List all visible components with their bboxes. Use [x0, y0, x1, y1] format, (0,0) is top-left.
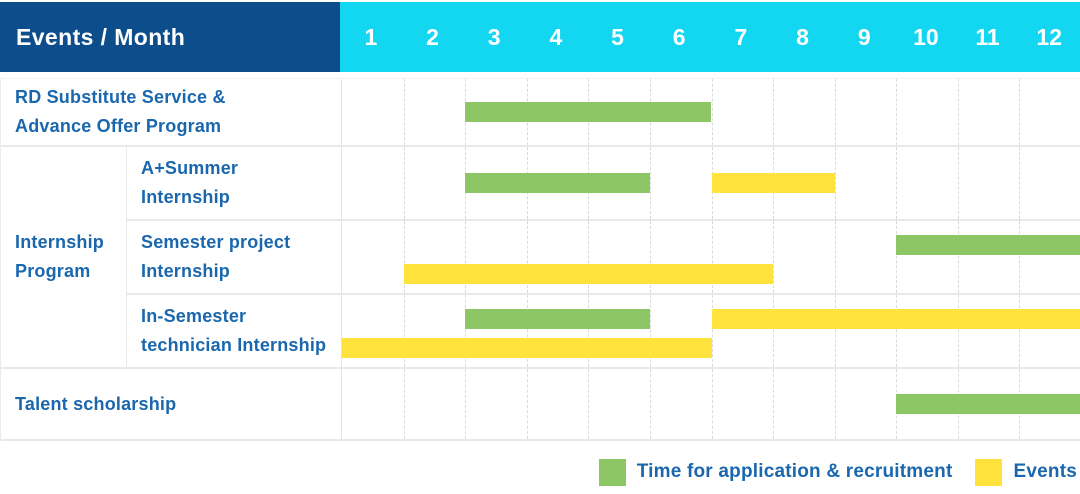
- month-header-8: 8: [796, 23, 809, 50]
- month-header-1: 1: [364, 23, 378, 50]
- gantt-bar-green: [465, 309, 650, 329]
- month-gridline: [773, 295, 775, 367]
- legend-label-events: Events: [1013, 461, 1077, 482]
- month-gridline: [403, 221, 405, 293]
- month-gridline: [1019, 147, 1021, 219]
- month-gridline: [1019, 221, 1021, 293]
- month-gridline: [834, 295, 836, 367]
- month-gridline: [649, 295, 651, 367]
- row-label-semester-project-internship: Semester project Internship: [126, 221, 341, 295]
- month-gridline: [896, 147, 898, 219]
- gantt-bar-yellow: [711, 173, 835, 193]
- month-gridline: [465, 221, 467, 293]
- row-chart-a-plus-summer-internship: [341, 147, 1080, 221]
- month-gridline: [588, 369, 590, 439]
- row-label-talent-scholarship: Talent scholarship: [1, 369, 341, 441]
- month-gridline: [711, 369, 713, 439]
- month-gridline: [896, 79, 898, 145]
- legend-swatch-green: [598, 458, 626, 486]
- month-header-5: 5: [611, 23, 624, 50]
- row-chart-talent-scholarship: [341, 369, 1080, 441]
- row-label-in-semester-technician-internship: In-Semester technician Internship: [126, 295, 341, 369]
- legend-item-events: Events: [975, 458, 1077, 486]
- month-header-row: 1 2 3 4 5 6 7 8 9 10 11 12: [340, 2, 1080, 72]
- month-header-9: 9: [857, 23, 871, 50]
- legend-label-application: Time for application & recruitment: [636, 461, 953, 482]
- legend-swatch-yellow: [975, 458, 1003, 486]
- row-chart-in-semester-technician-internship: [341, 295, 1080, 369]
- row-chart-semester-project-internship: [341, 221, 1080, 295]
- header-title-cell: Events / Month: [0, 2, 340, 72]
- month-gridline: [834, 79, 836, 145]
- gantt-bar-green: [465, 173, 650, 193]
- month-gridline: [957, 295, 959, 367]
- month-gridline: [403, 79, 405, 145]
- month-gridline: [711, 295, 713, 367]
- month-gridline: [773, 221, 775, 293]
- month-header-3: 3: [487, 23, 501, 50]
- table-header: Events / Month 1 2 3 4 5 6 7 8 9 10 11 1…: [0, 2, 1080, 72]
- month-gridline: [465, 369, 467, 439]
- month-gridline: [834, 147, 836, 219]
- month-gridline: [834, 369, 836, 439]
- month-gridline: [403, 369, 405, 439]
- month-gridline: [957, 147, 959, 219]
- month-gridline: [896, 221, 898, 293]
- month-gridline: [649, 147, 651, 219]
- month-gridline: [773, 79, 775, 145]
- group-label-internship-program: Internship Program: [1, 147, 126, 369]
- gantt-bar-green: [896, 394, 1080, 414]
- month-gridline: [403, 295, 405, 367]
- gantt-bar-green: [896, 235, 1080, 255]
- month-gridline: [649, 221, 651, 293]
- month-gridline: [957, 221, 959, 293]
- month-header-2: 2: [426, 23, 439, 50]
- gantt-bar-green: [465, 102, 712, 122]
- gantt-bar-yellow: [342, 338, 712, 358]
- month-gridline: [588, 295, 590, 367]
- month-gridline: [649, 369, 651, 439]
- legend-item-application: Time for application & recruitment: [598, 458, 953, 486]
- month-header-12: 12: [1036, 23, 1063, 50]
- row-label-rd-substitute-service: RD Substitute Service & Advance Offer Pr…: [1, 79, 341, 147]
- month-gridline: [773, 369, 775, 439]
- month-gridline: [403, 147, 405, 219]
- month-gridline: [1019, 79, 1021, 145]
- month-gridline: [526, 295, 528, 367]
- row-label-a-plus-summer-internship: A+Summer Internship: [126, 147, 341, 221]
- month-gridline: [834, 221, 836, 293]
- gantt-bar-yellow: [711, 309, 1080, 329]
- month-gridline: [526, 369, 528, 439]
- row-chart-rd-substitute-service: [341, 79, 1080, 147]
- month-gridline: [711, 221, 713, 293]
- month-header-7: 7: [734, 23, 748, 50]
- gantt-bar-yellow: [403, 264, 774, 284]
- gantt-body: RD Substitute Service & Advance Offer Pr…: [0, 78, 1080, 441]
- month-gridline: [588, 221, 590, 293]
- month-gridline: [1019, 295, 1021, 367]
- month-gridline: [896, 295, 898, 367]
- month-header-10: 10: [913, 23, 939, 50]
- month-header-4: 4: [549, 23, 563, 50]
- page-title: Events / Month: [16, 23, 186, 50]
- month-gridline: [465, 295, 467, 367]
- month-gridline: [711, 79, 713, 145]
- month-header-6: 6: [672, 23, 686, 50]
- legend: Time for application & recruitment Event…: [598, 457, 1077, 487]
- month-gridline: [526, 221, 528, 293]
- month-gridline: [957, 79, 959, 145]
- month-header-11: 11: [975, 23, 1000, 50]
